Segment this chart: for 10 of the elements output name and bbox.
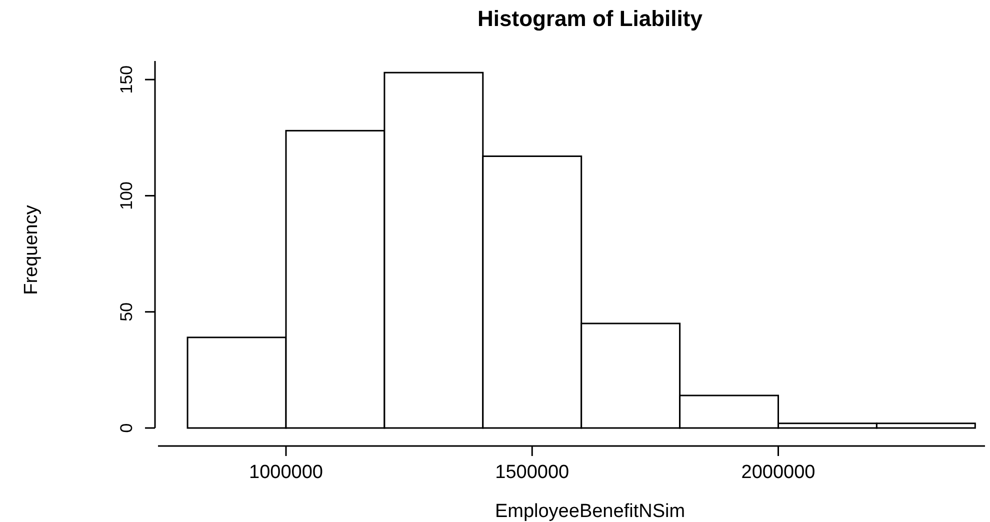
y-tick-label: 50 [117,302,136,322]
x-tick-label: 1500000 [495,462,570,483]
x-axis-title: EmployeeBenefitNSim [494,501,686,522]
y-axis-title: Frequency [21,204,42,295]
x-tick-label: 2000000 [741,462,816,483]
x-tick-label: 1000000 [249,462,323,483]
y-tick-label: 150 [117,65,136,94]
y-tick-label: 0 [117,423,136,433]
y-tick-label: 100 [117,182,136,210]
chart-title: Histogram of Liability [478,6,704,31]
